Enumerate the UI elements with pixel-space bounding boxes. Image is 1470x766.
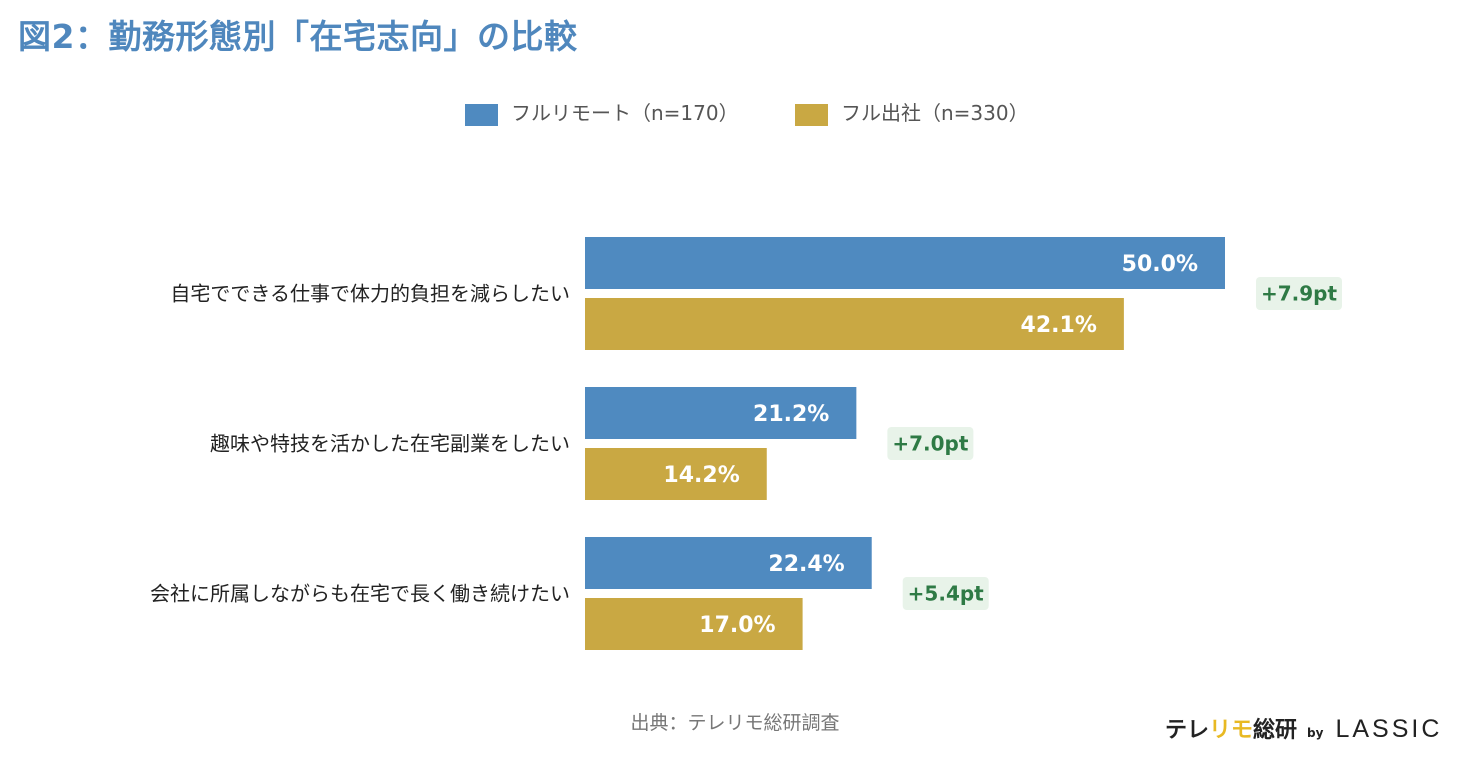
data-label: 22.4% bbox=[768, 552, 844, 577]
category-label: 会社に所属しながらも在宅で長く働き続けたい bbox=[150, 582, 570, 606]
chart-title: 図2：勤務形態別「在宅志向」の比較 bbox=[18, 17, 578, 56]
legend-label: フルリモート（n=170） bbox=[511, 101, 739, 125]
difference-badge bbox=[1256, 277, 1342, 310]
difference-badge bbox=[902, 577, 989, 610]
data-label: 17.0% bbox=[699, 613, 775, 638]
data-label: 50.0% bbox=[1122, 252, 1198, 277]
data-label: 14.2% bbox=[663, 463, 739, 488]
category-label: 自宅でできる仕事で体力的負担を減らしたい bbox=[170, 282, 570, 306]
bar bbox=[585, 448, 767, 500]
bar bbox=[585, 298, 1124, 350]
legend-swatch bbox=[795, 104, 828, 126]
bar bbox=[585, 237, 1225, 289]
source-note: 出典：テレリモ総研調査 bbox=[630, 712, 840, 734]
legend-label: フル出社（n=330） bbox=[841, 101, 1029, 125]
telerimo-lassic-logo: テレリモ総研 by LASSIC bbox=[1165, 715, 1443, 743]
difference-badge bbox=[887, 427, 974, 460]
data-label: 21.2% bbox=[753, 402, 829, 427]
data-label: 42.1% bbox=[1021, 313, 1097, 338]
bar bbox=[585, 537, 872, 589]
difference-label: +5.4pt bbox=[908, 582, 985, 606]
legend-swatch bbox=[465, 104, 498, 126]
category-label: 趣味や特技を活かした在宅副業をしたい bbox=[210, 432, 570, 456]
bar bbox=[585, 598, 803, 650]
bar bbox=[585, 387, 857, 439]
difference-label: +7.0pt bbox=[892, 432, 969, 456]
difference-label: +7.9pt bbox=[1261, 282, 1338, 306]
